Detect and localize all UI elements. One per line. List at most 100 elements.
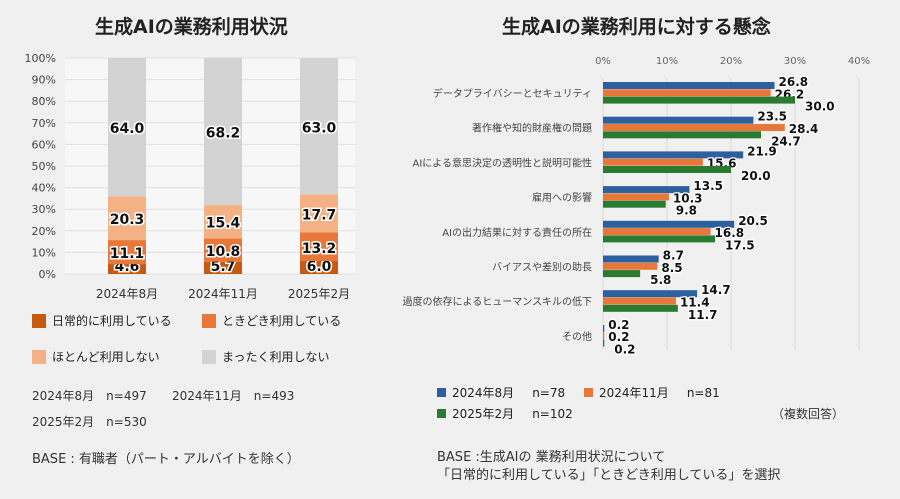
bar-segment [300,194,338,233]
bar [603,339,605,347]
data-label: 64.0 [110,121,145,137]
data-label: 21.9 [747,144,777,158]
bar-segment [300,58,338,195]
x-tick-label: 10% [656,56,678,67]
bar [603,270,641,278]
y-tick-label: 80% [32,95,56,108]
x-tick-label: 2024年8月 [96,287,158,301]
bar [603,166,731,173]
bar [603,332,605,340]
stacked-bar-chart: 0%10%20%30%40%50%60%70%80%90%100%4.611.1… [25,52,355,301]
data-label: 20.5 [738,214,768,228]
multiple-answers-note: （複数回答） [772,407,845,421]
bar [603,82,775,89]
x-tick-label: 30% [784,56,806,67]
bar [603,131,762,139]
data-label: 10.8 [206,244,241,260]
category-label: 過度の依存によるヒューマンスキルの低下 [403,295,593,308]
bar-segment [108,196,146,241]
y-tick-label: 30% [32,203,56,216]
legend-daily: 日常的に利用している [32,312,172,329]
data-label: 0.2 [614,343,635,357]
bar [603,235,715,243]
bar [603,255,659,263]
bar [603,96,795,104]
bar-segment [300,232,338,262]
y-tick-label: 20% [32,225,56,238]
data-label: 0.2 [608,318,629,332]
data-label: 16.8 [715,226,745,240]
legend-2024-08: 2024年8月 n=78 [437,384,565,401]
bar-segment [108,58,146,197]
data-label: 14.7 [701,283,731,297]
data-label: 5.8 [650,273,671,287]
bar-segment [204,238,242,262]
bar-segment [108,264,146,274]
left-chart-title: 生成AIの業務利用状況 [95,16,288,38]
data-label: 11.7 [688,308,718,322]
base-note: BASE :生成AIの 業務利用状況について [437,450,666,465]
data-label: 17.7 [302,207,337,223]
legend-rarely: ほとんど利用しない [32,348,160,365]
x-tick-label: 2024年11月 [188,287,258,301]
data-label: 8.5 [661,261,682,275]
bar-segment [300,261,338,274]
data-label: 6.0 [307,259,332,275]
bar [603,193,669,201]
y-tick-label: 40% [32,182,56,195]
data-label: 13.5 [693,179,723,193]
sample-size: 2025年2月 n=530 [32,415,147,429]
y-tick-label: 60% [32,138,56,151]
horizontal-bar-chart: 0% 10% 20% 30% 40%データプライバシーとセキュリティ26.826.230… [403,56,871,358]
data-label: 9.8 [676,204,697,218]
bar [603,186,690,194]
data-label: 8.7 [663,249,684,263]
bar [603,324,605,332]
legend-2024-11: 2024年11月 n=81 [584,384,720,401]
right-chart-title: 生成AIの業務利用に対する懸念 [502,16,771,38]
bar [603,116,754,124]
y-tick-label: 0% [39,268,56,281]
bar-segment [204,57,242,206]
data-label: 30.0 [805,100,835,114]
bar [603,220,735,228]
y-tick-label: 10% [32,246,56,259]
legend-never: まったく利用しない [202,348,330,365]
data-label: 11.4 [680,296,710,310]
legend-sometimes: ときどき利用している [202,312,341,329]
bar [603,124,785,131]
data-label: 5.7 [211,259,236,275]
bar [603,297,676,305]
y-tick-label: 100% [25,52,56,65]
category-label: その他 [562,330,592,343]
data-label: 17.5 [725,238,755,252]
bar [603,304,678,312]
bar [603,290,698,298]
x-tick-label: 20% [720,56,742,67]
data-label: 10.3 [673,191,703,205]
x-tick-label: 40% [848,56,870,67]
y-tick-label: 50% [32,160,56,173]
category-label: 著作権や知的財産権の問題 [472,122,592,135]
y-tick-label: 90% [32,74,56,87]
data-label: 0.2 [608,330,629,344]
legend-2025-02: 2025年2月 n=102 [437,405,573,422]
bar [603,151,744,159]
data-label: 20.3 [110,212,145,228]
data-label: 23.5 [757,110,787,124]
x-tick-label: 2025年2月 [288,287,350,301]
bar [603,89,771,97]
y-tick-label: 70% [32,117,56,130]
base-note: 「日常的に利用している」「ときどき利用している」を選択 [437,468,781,483]
base-note: BASE : 有職者（パート・アルバイトを除く） [32,452,300,467]
data-label: 13.2 [302,241,337,257]
data-label: 26.8 [779,75,809,89]
category-label: AIの出力結果に対する責任の所在 [442,226,592,239]
data-label: 20.0 [741,169,771,183]
data-label: 15.4 [206,216,241,232]
data-label: 24.7 [771,134,801,148]
bar [603,200,666,208]
bar [603,262,658,270]
bar [603,228,711,236]
data-label: 63.0 [302,120,337,136]
